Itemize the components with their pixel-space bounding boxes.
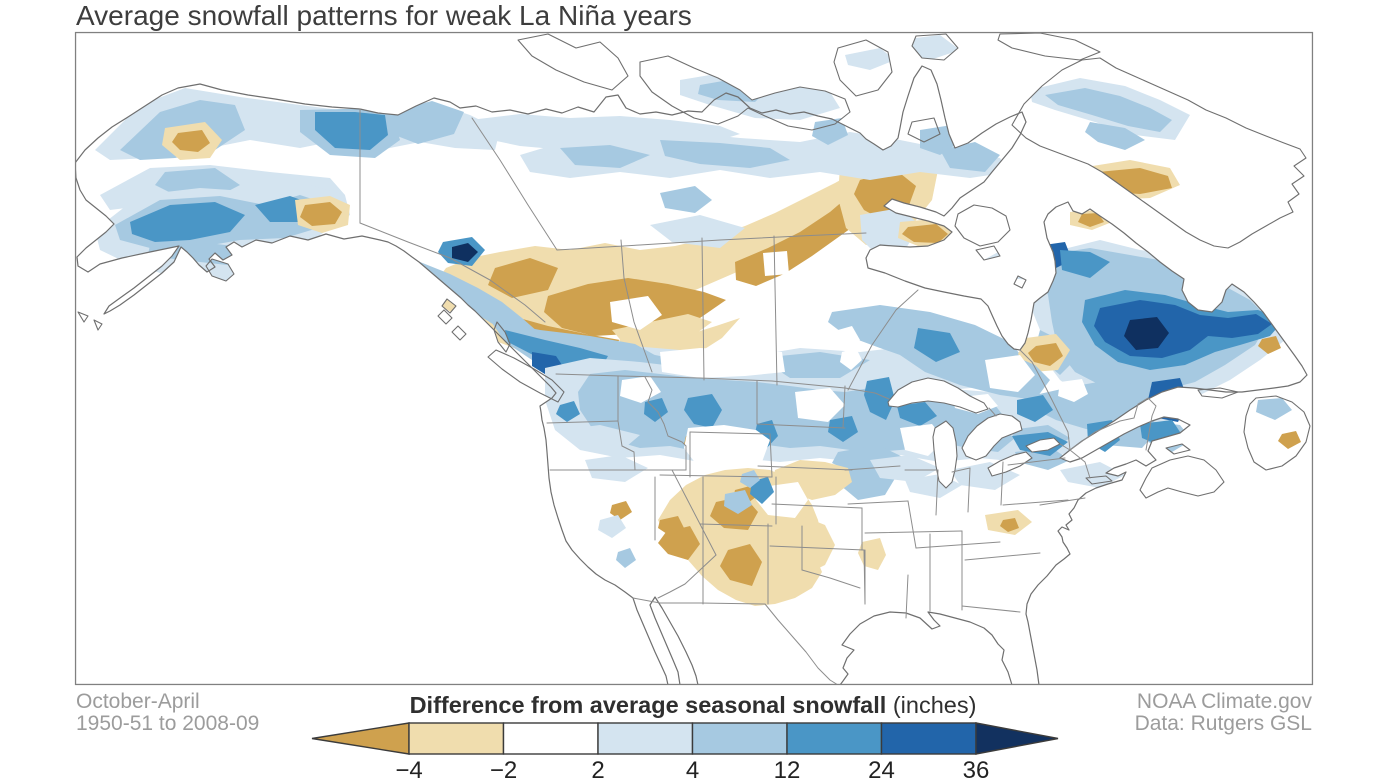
svg-text:24: 24: [868, 757, 895, 784]
svg-text:2: 2: [591, 757, 604, 784]
svg-text:Difference from average season: Difference from average seasonal snowfal…: [410, 692, 977, 718]
svg-text:36: 36: [963, 757, 990, 784]
svg-text:−4: −4: [395, 757, 422, 784]
svg-text:4: 4: [686, 757, 699, 784]
svg-text:12: 12: [774, 757, 801, 784]
svg-text:−2: −2: [490, 757, 517, 784]
